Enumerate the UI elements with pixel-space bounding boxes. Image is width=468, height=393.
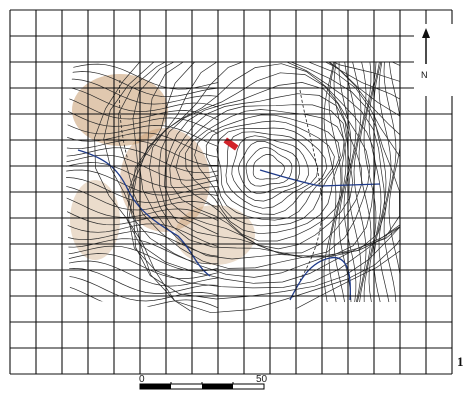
- contour-line: [66, 245, 219, 272]
- contour-line: [66, 139, 219, 166]
- contour-line: [328, 62, 342, 303]
- contour-line: [66, 71, 219, 97]
- road-north: [259, 169, 381, 187]
- contour-line: [66, 260, 219, 287]
- contour-line: [66, 223, 219, 247]
- north-label: N: [421, 70, 428, 80]
- contour-line: [66, 238, 219, 265]
- scale-start-label: 0: [139, 374, 145, 385]
- contour-line: [216, 127, 328, 215]
- contour-line: [231, 135, 309, 202]
- contour-line: [66, 110, 219, 134]
- contour-line: [103, 62, 400, 314]
- contour-line: [378, 62, 392, 303]
- contour-line: [128, 62, 400, 289]
- figure-number: 1: [457, 354, 464, 369]
- contour-line: [158, 72, 371, 258]
- contour-line: [118, 62, 400, 300]
- contour-line: [66, 275, 219, 302]
- contour-line: [245, 146, 293, 187]
- contour-line: [66, 210, 219, 235]
- contour-line: [383, 62, 397, 303]
- north-arrow-icon: [422, 28, 430, 64]
- contour-line: [175, 104, 347, 242]
- contour-line: [348, 62, 362, 303]
- dashed-tracks: [119, 79, 323, 281]
- scale-end-label: 50: [256, 374, 268, 385]
- contour-line: [368, 62, 382, 303]
- contour-line: [66, 97, 219, 121]
- river-lines: [77, 149, 381, 301]
- contour-line: [353, 62, 367, 303]
- contour-line: [205, 120, 335, 221]
- contour-line: [373, 62, 387, 303]
- contour-line: [343, 62, 357, 303]
- site-marker: [223, 137, 239, 151]
- contour-line: [66, 162, 219, 188]
- contour-line: [66, 147, 219, 174]
- contour-line: [238, 141, 300, 195]
- north-arrow-panel: [414, 24, 454, 96]
- contour-line: [66, 230, 219, 257]
- contour-line: [66, 123, 219, 147]
- contour-line: [66, 253, 219, 279]
- contour-line: [225, 131, 319, 209]
- contour-line: [66, 86, 219, 112]
- contour-line: [66, 285, 219, 309]
- contour-line: [388, 62, 400, 303]
- contour-line: [66, 197, 219, 221]
- contour-line: [333, 62, 347, 303]
- contour-line: [66, 177, 219, 203]
- contour-line: [358, 62, 372, 303]
- contour-line: [363, 62, 377, 303]
- contour-line: [323, 62, 337, 303]
- contour-line: [66, 268, 219, 294]
- river-west: [77, 149, 211, 277]
- river-east: [289, 256, 351, 301]
- map-grid: [9, 9, 453, 375]
- scale-bar: [139, 382, 265, 390]
- contour-line: [66, 132, 219, 158]
- contour-line: [169, 93, 354, 250]
- terrain-shading: [70, 74, 255, 265]
- contour-line: [252, 154, 285, 180]
- contour-line: [66, 78, 219, 105]
